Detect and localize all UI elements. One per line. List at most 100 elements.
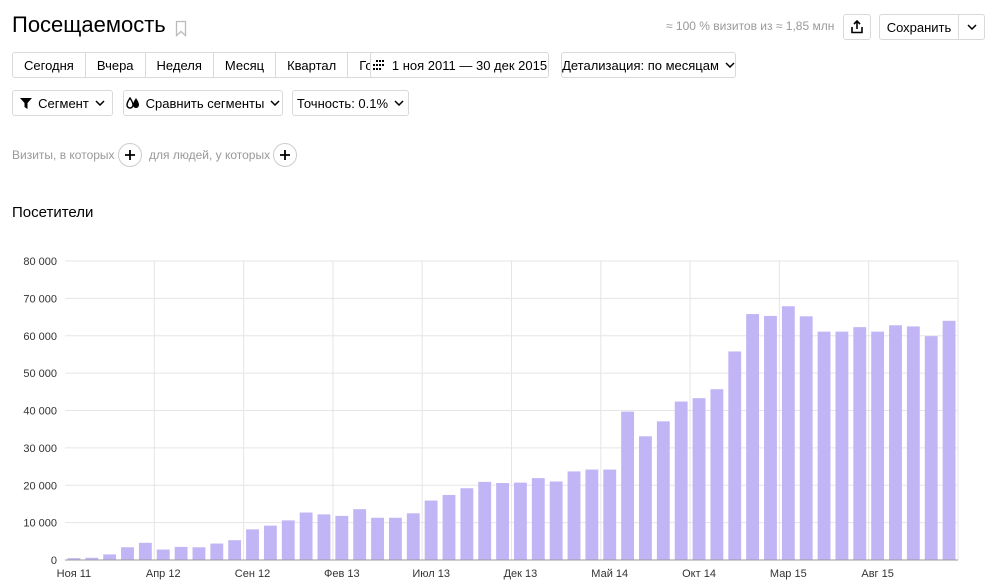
chevron-down-icon xyxy=(95,100,105,106)
sample-info: ≈ 100 % визитов из ≈ 1,85 млн xyxy=(666,19,835,33)
x-tick-label: Мар 15 xyxy=(770,568,807,580)
detail-dropdown[interactable]: Детализация: по месяцам xyxy=(561,52,736,78)
bar xyxy=(317,514,331,560)
accuracy-label: Точность: 0.1% xyxy=(296,95,389,111)
bar xyxy=(799,316,813,560)
bar xyxy=(103,554,117,560)
bar xyxy=(496,483,509,560)
bar xyxy=(281,520,295,560)
y-tick-label: 30 000 xyxy=(23,443,57,455)
bar xyxy=(210,543,224,560)
y-tick-label: 20 000 xyxy=(23,480,57,492)
share-button[interactable] xyxy=(843,14,871,40)
bar xyxy=(424,500,438,560)
bar xyxy=(621,411,635,560)
y-tick-label: 0 xyxy=(51,555,57,567)
add-people-condition-button[interactable] xyxy=(273,143,297,167)
bar xyxy=(746,314,760,560)
bar xyxy=(514,482,527,560)
bar xyxy=(567,471,581,560)
bar xyxy=(603,469,617,560)
y-tick-label: 40 000 xyxy=(23,406,57,418)
visitors-bar-chart: 0 10 000 20 000 30 000 40 000 50 000 60 000 70 … xyxy=(23,256,959,580)
chevron-down-icon xyxy=(966,24,977,30)
bar xyxy=(85,557,99,560)
segment-label: Сегмент xyxy=(38,95,89,111)
y-tick-label: 70 000 xyxy=(23,293,57,305)
y-tick-label: 80 000 xyxy=(23,256,57,268)
filter-icon xyxy=(20,97,33,109)
bar xyxy=(764,315,777,560)
bar xyxy=(531,478,545,560)
bar xyxy=(639,436,652,560)
detail-label: Детализация: по месяцам xyxy=(562,57,719,73)
date-range-button[interactable]: 1 ноя 2011 — 30 дек 2015 xyxy=(370,52,549,78)
bookmark-icon[interactable] xyxy=(175,20,187,37)
bar xyxy=(228,540,242,560)
chevron-down-icon xyxy=(270,100,280,106)
y-tick-label: 60 000 xyxy=(23,331,57,343)
bar xyxy=(192,547,206,560)
bar xyxy=(853,327,867,560)
bar xyxy=(478,481,492,560)
x-tick-label: Авг 15 xyxy=(861,568,893,580)
compare-segments-dropdown[interactable]: Сравнить сегменты xyxy=(123,90,283,116)
save-options-button[interactable] xyxy=(958,14,985,40)
bar xyxy=(817,331,831,560)
period-week[interactable]: Неделя xyxy=(145,52,214,78)
share-icon xyxy=(851,20,863,34)
bar xyxy=(674,401,688,560)
period-selector: Сегодня Вчера Неделя Месяц Квартал Год xyxy=(12,52,392,78)
bar xyxy=(924,336,938,560)
bar xyxy=(692,398,706,560)
period-quarter[interactable]: Квартал xyxy=(276,52,349,78)
bar xyxy=(871,331,885,560)
compare-label: Сравнить сегменты xyxy=(145,95,265,111)
bar xyxy=(442,494,456,560)
bar xyxy=(728,351,742,560)
bar xyxy=(371,517,384,560)
period-yesterday[interactable]: Вчера xyxy=(85,52,146,78)
bar xyxy=(353,509,367,560)
bar xyxy=(156,549,170,560)
x-tick-label: Апр 12 xyxy=(146,568,181,580)
bar xyxy=(942,320,956,560)
x-tick-label: Сен 12 xyxy=(235,568,270,580)
page-title: Посещаемость xyxy=(12,12,166,37)
x-tick-label: Июл 13 xyxy=(412,568,450,580)
accuracy-dropdown[interactable]: Точность: 0.1% xyxy=(292,90,409,116)
y-tick-label: 10 000 xyxy=(23,518,57,530)
bar xyxy=(710,389,724,560)
bar xyxy=(781,306,795,560)
people-condition-label: для людей, у которых xyxy=(149,148,271,162)
period-today[interactable]: Сегодня xyxy=(12,52,86,78)
bar xyxy=(656,421,670,560)
bar xyxy=(121,547,134,560)
bar xyxy=(246,529,259,560)
save-button[interactable]: Сохранить xyxy=(879,14,959,40)
bar xyxy=(263,525,277,560)
bar xyxy=(406,513,420,560)
chevron-down-icon xyxy=(725,62,735,68)
plus-icon xyxy=(125,150,135,160)
x-tick-label: Май 14 xyxy=(591,568,628,580)
plus-icon xyxy=(280,150,290,160)
chevron-down-icon xyxy=(394,100,404,106)
bar xyxy=(906,326,920,560)
date-range-label: 1 ноя 2011 — 30 дек 2015 xyxy=(391,57,548,73)
x-tick-label: Дек 13 xyxy=(504,568,538,580)
period-month[interactable]: Месяц xyxy=(213,52,277,78)
calendar-grid-icon xyxy=(372,60,386,70)
y-tick-label: 50 000 xyxy=(23,368,57,380)
bar xyxy=(585,469,599,560)
add-visit-condition-button[interactable] xyxy=(118,143,142,167)
bar xyxy=(299,512,313,560)
bar xyxy=(460,488,474,560)
bar xyxy=(388,517,402,560)
segment-dropdown[interactable]: Сегмент xyxy=(12,90,113,116)
bar xyxy=(67,558,81,560)
bar xyxy=(549,481,563,560)
x-tick-label: Ноя 11 xyxy=(57,568,92,580)
bar xyxy=(138,542,152,560)
chart-title: Посетители xyxy=(12,204,94,221)
